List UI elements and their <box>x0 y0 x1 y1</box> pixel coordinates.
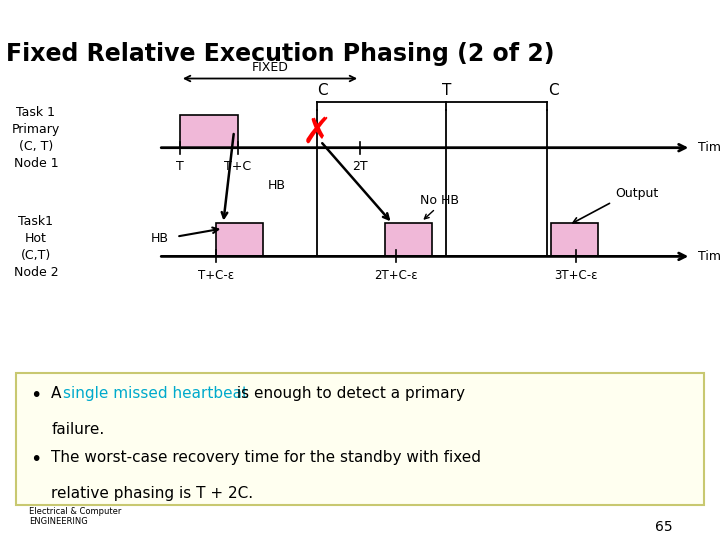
Text: T: T <box>441 83 451 98</box>
Text: 2T: 2T <box>352 160 368 173</box>
Text: Fixed Relative Execution Phasing (2 of 2): Fixed Relative Execution Phasing (2 of 2… <box>6 42 554 66</box>
Text: is enough to detect a primary: is enough to detect a primary <box>232 387 465 401</box>
Bar <box>216 224 263 256</box>
Text: C: C <box>318 83 328 98</box>
Bar <box>551 224 598 256</box>
Text: CarnegieMellon: CarnegieMellon <box>602 9 702 21</box>
Text: A: A <box>51 387 66 401</box>
Text: 3T+C-ε: 3T+C-ε <box>554 269 598 282</box>
Text: The worst-case recovery time for the standby with fixed: The worst-case recovery time for the sta… <box>51 450 481 465</box>
Text: 2T+C-ε: 2T+C-ε <box>374 269 418 282</box>
Text: Output: Output <box>616 187 659 200</box>
Text: Task 1
Primary
(C, T)
Node 1: Task 1 Primary (C, T) Node 1 <box>12 106 60 170</box>
Text: ✗: ✗ <box>302 116 332 150</box>
Text: Electrical & Computer
ENGINEERING: Electrical & Computer ENGINEERING <box>29 507 121 526</box>
Text: No HB: No HB <box>420 194 459 207</box>
FancyBboxPatch shape <box>17 373 704 505</box>
Text: Time: Time <box>698 250 720 263</box>
Text: C: C <box>548 83 558 98</box>
Text: Task1
Hot
(C,T)
Node 2: Task1 Hot (C,T) Node 2 <box>14 214 58 279</box>
Text: HB: HB <box>268 179 287 192</box>
Bar <box>385 224 432 256</box>
Text: •: • <box>30 450 42 469</box>
Text: T: T <box>176 160 184 173</box>
Text: failure.: failure. <box>51 422 104 437</box>
Text: •: • <box>30 387 42 406</box>
Text: Time: Time <box>698 141 720 154</box>
Text: single missed heartbeat: single missed heartbeat <box>63 387 248 401</box>
Text: T+C-ε: T+C-ε <box>198 269 234 282</box>
Text: T+C: T+C <box>224 160 251 173</box>
Text: relative phasing is T + 2C.: relative phasing is T + 2C. <box>51 485 253 501</box>
Text: HB: HB <box>151 232 169 245</box>
Text: 65: 65 <box>655 519 672 534</box>
Bar <box>180 115 238 147</box>
Text: FIXED: FIXED <box>251 60 289 73</box>
